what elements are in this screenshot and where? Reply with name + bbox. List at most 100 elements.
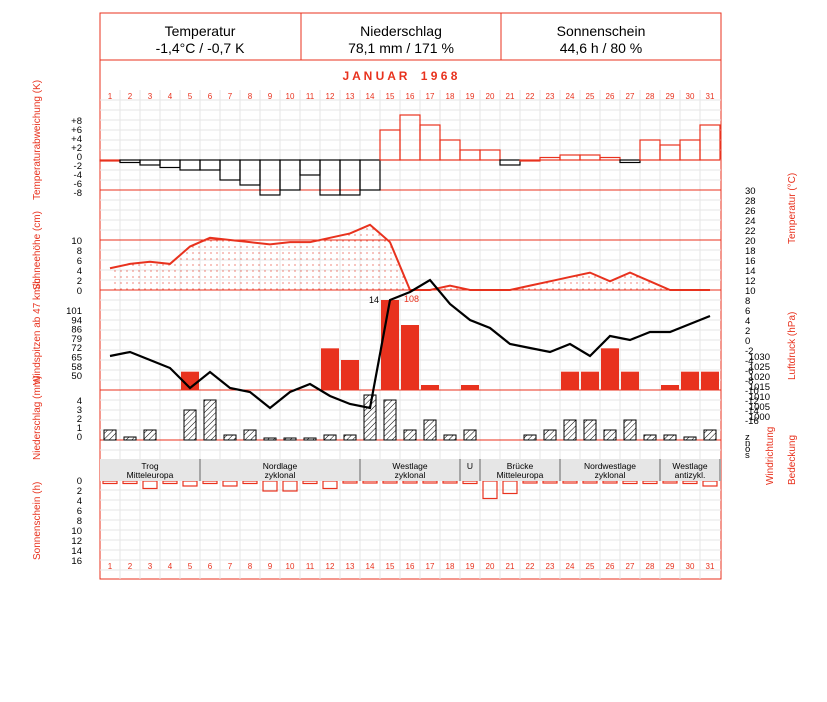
temp-deviation-series xyxy=(99,114,721,196)
day-label: 25 xyxy=(586,92,595,101)
sunshine-bar xyxy=(162,480,178,485)
tick-temperature: -2 xyxy=(745,346,753,357)
left-tick-labels: +8+6+4+20-2-4-6-810864201019486797265585… xyxy=(66,116,82,567)
tick-snow: 8 xyxy=(77,246,82,257)
tick-temperature: 28 xyxy=(745,196,756,207)
day-label: 5 xyxy=(188,562,193,571)
tick-pressure: 1000 xyxy=(749,412,770,423)
tick-temp-dev: -2 xyxy=(74,161,82,172)
precip-bar xyxy=(463,429,477,441)
day-label: 20 xyxy=(486,562,495,571)
axis-cloud: Bedeckung xyxy=(787,435,798,485)
tick-cloud-dir: z xyxy=(745,432,750,443)
day-label: 8 xyxy=(248,562,253,571)
precip-bar xyxy=(283,437,297,441)
precip-bar xyxy=(423,419,437,441)
day-label: 18 xyxy=(446,92,455,101)
tick-wind: 50 xyxy=(71,371,82,382)
temp-deviation-bar xyxy=(199,159,221,171)
day-label: 22 xyxy=(526,92,535,101)
tick-temp-dev: 0 xyxy=(77,152,82,163)
day-label: 19 xyxy=(466,92,475,101)
pattern-sublabel: antizykl. xyxy=(675,470,706,480)
precip-bar xyxy=(663,434,677,441)
precip-bar xyxy=(243,429,257,441)
sunshine-bar xyxy=(642,480,658,485)
temperature-fill xyxy=(110,224,710,290)
tick-snow: 6 xyxy=(77,256,82,267)
tick-pressure: 1030 xyxy=(749,352,770,363)
sunshine-bar xyxy=(602,480,618,484)
tick-pressure: 1020 xyxy=(749,372,770,383)
temp-deviation-bar xyxy=(599,156,621,161)
tick-sun: 0 xyxy=(77,476,82,487)
sunshine-bar xyxy=(582,480,598,484)
precip-bar xyxy=(683,436,697,441)
precip-bar xyxy=(583,419,597,441)
temp-deviation-bar xyxy=(699,124,721,161)
day-label: 17 xyxy=(426,92,435,101)
pattern-sublabel: zyklonal xyxy=(265,470,296,480)
sunshine-bar xyxy=(122,480,138,485)
day-label: 3 xyxy=(148,92,153,101)
sunshine-bar xyxy=(222,480,238,487)
precip-bar xyxy=(343,434,357,441)
day-label: 7 xyxy=(228,562,233,571)
tick-sun: 16 xyxy=(71,556,82,567)
sunshine-bar xyxy=(442,480,458,484)
tick-wind: 58 xyxy=(71,362,82,373)
temp-deviation-bar xyxy=(179,159,201,171)
sunshine-bar xyxy=(142,480,158,490)
temp-deviation-bar xyxy=(139,159,161,166)
tick-temperature: 16 xyxy=(745,256,756,267)
day-label: 17 xyxy=(426,562,435,571)
temp-deviation-bar xyxy=(459,149,481,161)
precip-bar xyxy=(443,434,457,441)
precip-bar xyxy=(603,429,617,441)
tick-wind: 86 xyxy=(71,325,82,336)
wind-gust-bar xyxy=(461,385,479,390)
day-label: 20 xyxy=(486,92,495,101)
day-label: 24 xyxy=(566,562,575,571)
day-label: 19 xyxy=(466,562,475,571)
sunshine-bar xyxy=(662,480,678,484)
tick-temperature: 10 xyxy=(745,286,756,297)
day-label: 3 xyxy=(148,562,153,571)
axis-snow: Schneehöhe (cm) xyxy=(32,211,43,290)
temp-deviation-bar xyxy=(99,159,121,162)
wind-gust-bar xyxy=(561,371,579,390)
axis-sun: Sonnenschein (h) xyxy=(32,482,43,560)
wind-gust-bar xyxy=(661,385,679,390)
tick-temperature: -4 xyxy=(745,356,753,367)
precip-bar xyxy=(643,434,657,441)
sunshine-bar xyxy=(402,480,418,484)
precip-bar xyxy=(223,434,237,441)
wind-gust-series xyxy=(181,300,719,390)
sunshine-bar xyxy=(102,480,118,485)
wind-gust-bar xyxy=(401,325,419,390)
pressure-series xyxy=(109,278,711,410)
day-label: 9 xyxy=(268,92,273,101)
sunshine-bar xyxy=(682,480,698,485)
tick-temp-dev: -6 xyxy=(74,179,82,190)
precip-bar xyxy=(363,394,377,441)
pattern-label: Nordwestlage xyxy=(584,461,636,471)
tick-snow: 0 xyxy=(77,286,82,297)
axis-wind: Windspitzen ab 47 km/h xyxy=(32,278,43,385)
day-label: 1 xyxy=(108,562,113,571)
temp-deviation-bar xyxy=(399,114,421,161)
tick-temperature: 4 xyxy=(745,316,750,327)
precip-bar xyxy=(323,434,337,441)
tick-wind: 65 xyxy=(71,353,82,364)
temperature-line xyxy=(109,223,710,291)
tick-temperature: 8 xyxy=(745,296,750,307)
sunshine-bar xyxy=(302,480,318,485)
temp-deviation-bar xyxy=(659,144,681,161)
tick-sun: 14 xyxy=(71,546,82,557)
tick-wind: 79 xyxy=(71,334,82,345)
day-label: 29 xyxy=(666,92,675,101)
sunshine-bar xyxy=(362,480,378,484)
day-label: 23 xyxy=(546,92,555,101)
tick-wind: 101 xyxy=(66,306,82,317)
tick-snow: 2 xyxy=(77,276,82,287)
